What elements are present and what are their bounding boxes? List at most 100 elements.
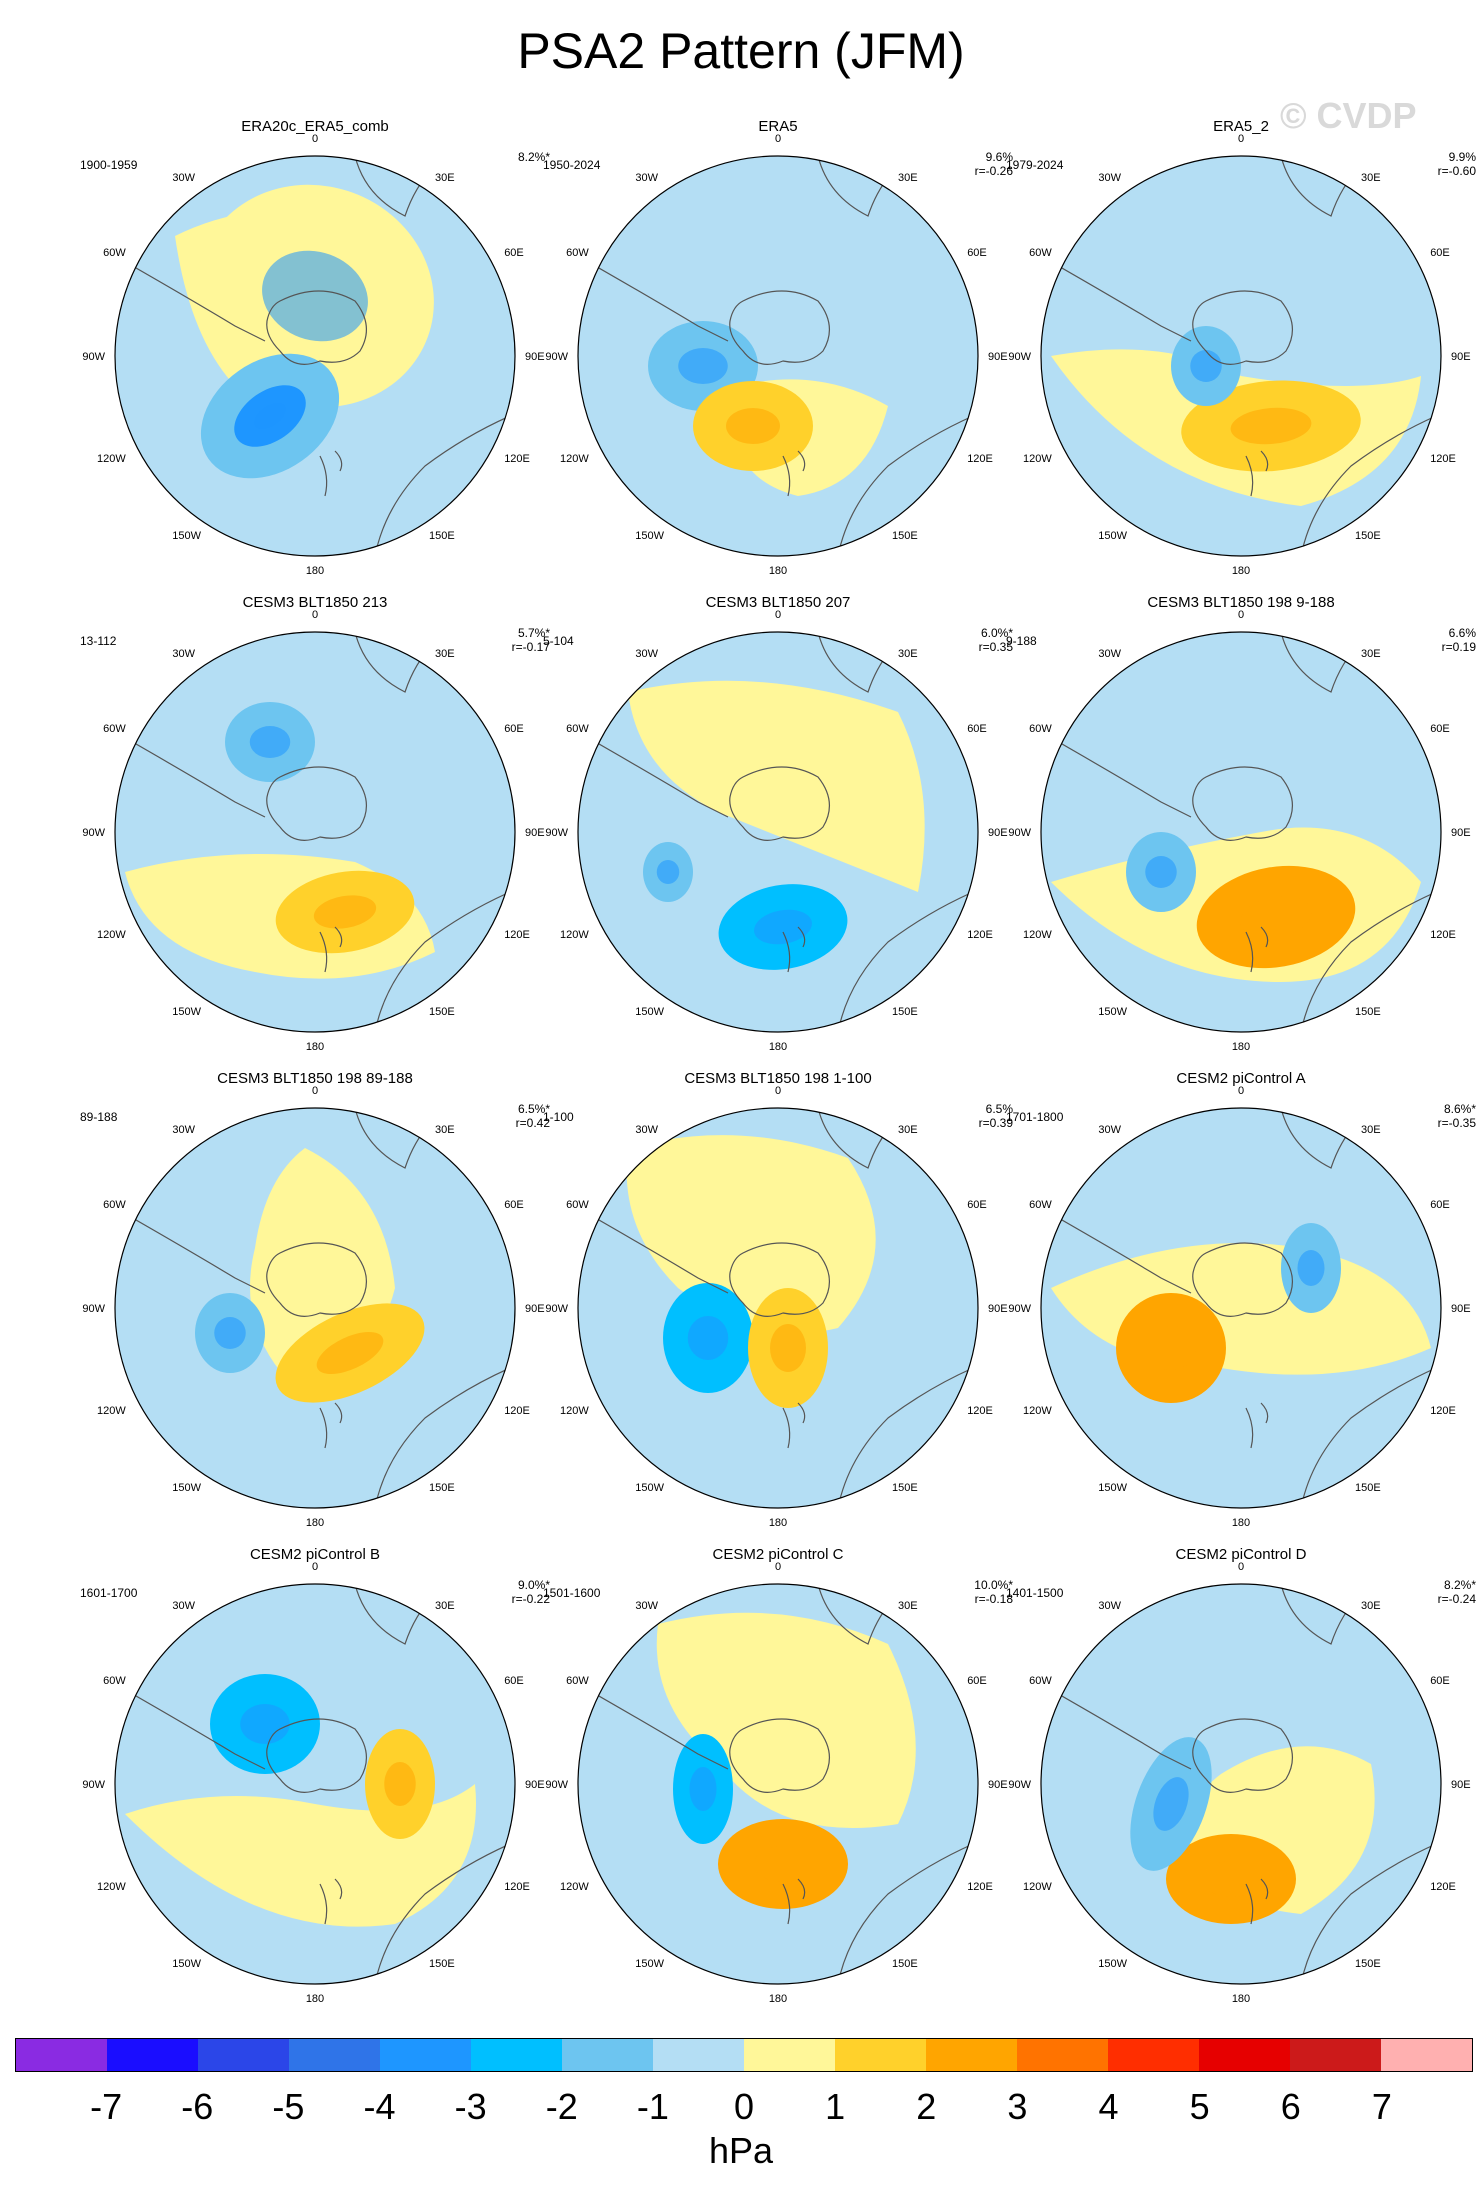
panel-title: CESM3 BLT1850 213 (242, 594, 388, 611)
cvdp-watermark: © CVDP (1280, 95, 1417, 136)
longitude-label: 30E (898, 172, 918, 184)
map-boundary (577, 155, 979, 557)
colorbar-swatch (1017, 2039, 1108, 2071)
anomaly-core (1201, 1861, 1261, 1897)
longitude-label: 180 (306, 1517, 324, 1529)
colorbar-swatch (471, 2039, 562, 2071)
longitude-label: 30E (435, 648, 455, 660)
longitude-label: 90W (545, 351, 568, 363)
antarctica-coastline (729, 766, 830, 841)
colorbar-swatch (1108, 2039, 1199, 2071)
longitude-label: 90E (1451, 827, 1471, 839)
longitude-label: 0 (775, 1085, 781, 1097)
colorbar-tick-label: -6 (181, 2086, 214, 2127)
anomaly-core (316, 1331, 384, 1375)
longitude-label: 60E (1430, 723, 1450, 735)
longitude-label: 150E (1355, 530, 1381, 542)
panel-variance: 8.2%* (518, 150, 550, 164)
pattern-correlation: r=-0.35 (1437, 1116, 1476, 1130)
longitude-label: 120E (504, 1881, 530, 1893)
panel-variance: 9.0%* r=-0.22 (512, 1578, 550, 1606)
panel-variance: 5.7%* r=-0.17 (512, 626, 550, 654)
longitude-label: 150W (635, 1958, 664, 1970)
polar-map: 0 30E 60E 90E 120E 150E 180 150W 120W 90W 60W 30W (1008, 1561, 1471, 2005)
longitude-label: 90E (1451, 1779, 1471, 1791)
antarctica-coastline (1192, 1718, 1293, 1793)
anomaly-core (656, 860, 680, 884)
longitude-label: 90W (1008, 1303, 1031, 1315)
antarctica-coastline (1192, 766, 1293, 841)
colorbar-tick-label: -7 (90, 2086, 123, 2127)
panel-period: 1701-1800 (1006, 1110, 1064, 1124)
longitude-label: 30E (1361, 1124, 1381, 1136)
longitude-label: 60W (103, 247, 126, 259)
colorbar-tick-label: 1 (825, 2086, 846, 2127)
longitude-label: 150W (635, 530, 664, 542)
colorbar-tick-label: -5 (272, 2086, 305, 2127)
polar-map: 0 30E 60E 90E 120E 150E 180 150W 120W 90W 60W 30W (82, 1085, 544, 1529)
map-boundary (114, 155, 516, 557)
map-panel: CESM3 BLT1850 198 9-188 9-188 6.6% r=0.19 0 3… (1006, 594, 1476, 1064)
panel-title: ERA5_2 (1213, 118, 1269, 135)
variance-percent: 8.6%* (1443, 1102, 1476, 1116)
longitude-label: 180 (1232, 565, 1250, 577)
longitude-label: 60E (967, 1675, 987, 1687)
longitude-label: 30E (1361, 172, 1381, 184)
anomaly-core (262, 250, 368, 342)
panel-title: ERA20c_ERA5_comb (241, 118, 389, 135)
south-america-coastline (578, 1683, 729, 1770)
longitude-label: 120W (1023, 1405, 1052, 1417)
positive-anomaly-region (626, 1135, 876, 1333)
polar-map: 0 30E 60E 90E 120E 150E 180 150W 120W 90W 60W 30W (1008, 609, 1471, 1053)
longitude-label: 30W (172, 172, 195, 184)
colorbar-ticks: -7 -6 -5 -4 -3 -2 -1 0 1 2 3 4 5 6 7 (15, 2086, 1473, 2127)
longitude-label: 60W (103, 723, 126, 735)
pattern-correlation: r=0.19 (1441, 640, 1476, 654)
longitude-label: 120E (967, 1405, 993, 1417)
polar-map: 0 30E 60E 90E 120E 150E 180 150W 120W 90W 60W 30W (545, 133, 1007, 577)
panel-variance: 6.6% r=0.19 (1442, 626, 1476, 654)
panel-variance: 9.9% r=-0.60 (1438, 150, 1476, 178)
polar-map: 0 30E 60E 90E 120E 150E 180 150W 120W 90W 60W 30W (82, 1561, 544, 2005)
colorbar-swatch (1381, 2039, 1472, 2071)
longitude-label: 120W (560, 453, 589, 465)
polar-map: 0 30E 60E 90E 120E 150E 180 150W 120W 90W 60W 30W (1008, 133, 1470, 577)
longitude-label: 120E (504, 929, 530, 941)
positive-anomaly-region (656, 1612, 916, 1828)
longitude-label: 180 (769, 1517, 787, 1529)
map-panel: CESM3 BLT1850 198 1-100 1-100 6.5% r=0.39 0 3… (543, 1070, 1013, 1540)
colorbar-swatch (926, 2039, 1017, 2071)
panel-period: 1900-1959 (80, 158, 138, 172)
longitude-label: 0 (775, 1561, 781, 1573)
australia-coastline (837, 891, 974, 1032)
colorbar-swatch (744, 2039, 835, 2071)
anomaly-core (1146, 1326, 1196, 1370)
map-boundary (114, 631, 516, 1033)
new-zealand-coastline (319, 926, 343, 973)
panel-variance: 6.5% r=0.39 (979, 1102, 1013, 1130)
longitude-label: 120E (1430, 453, 1456, 465)
longitude-label: 180 (306, 1993, 324, 2005)
longitude-label: 150E (1355, 1006, 1381, 1018)
longitude-label: 30W (1098, 1124, 1121, 1136)
antarctica-coastline (266, 290, 367, 365)
longitude-label: 120E (967, 929, 993, 941)
longitude-label: 120E (504, 1405, 530, 1417)
panel-title: CESM2 piControl D (1175, 1546, 1307, 1563)
panel-title: CESM3 BLT1850 198 1-100 (684, 1070, 872, 1087)
map-panel: CESM2 piControl B 1601-1700 9.0%* r=-0.22 0 3… (80, 1546, 550, 2016)
australia-coastline (837, 1367, 974, 1508)
colorbar (15, 2038, 1473, 2072)
panel-title: CESM2 piControl C (712, 1546, 844, 1563)
colorbar-tick-label: 4 (1098, 2086, 1119, 2127)
longitude-label: 60W (566, 247, 589, 259)
colorbar-swatch (198, 2039, 289, 2071)
australia-coastline (837, 415, 974, 556)
longitude-label: 120W (97, 1405, 126, 1417)
map-panel: CESM2 piControl D 1401-1500 8.2%* r=-0.24 0 3… (1006, 1546, 1476, 2016)
positive-anomaly-region (628, 680, 925, 892)
pattern-correlation: r=0.35 (978, 640, 1013, 654)
longitude-label: 150W (172, 1958, 201, 1970)
longitude-label: 30E (435, 172, 455, 184)
longitude-label: 120W (560, 929, 589, 941)
